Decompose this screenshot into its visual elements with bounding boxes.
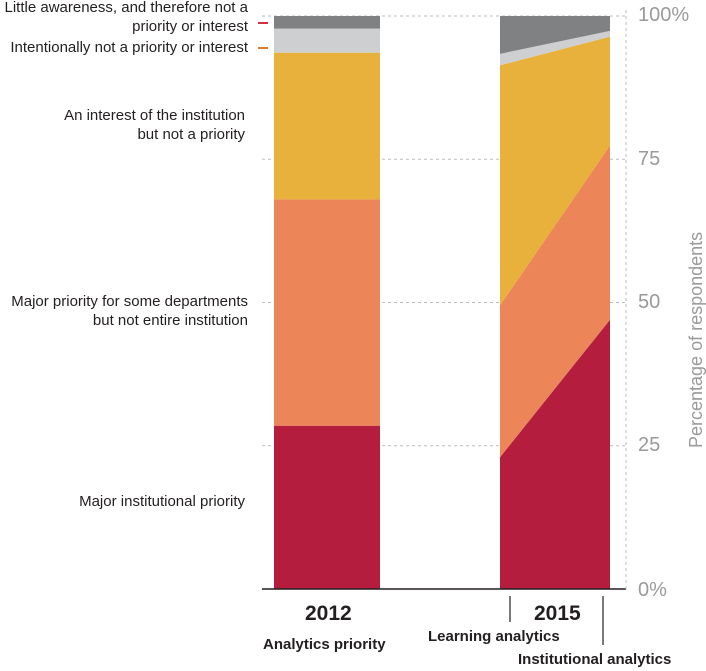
bar-2012-segment-4 — [274, 28, 380, 53]
y-axis-title: Percentage of respondents — [686, 231, 706, 448]
bar-2012-segment-1 — [274, 425, 380, 589]
tick-25: 25 — [638, 434, 661, 456]
year-2015-label: 2015 — [534, 602, 581, 625]
label-intentionally-not: Intentionally not a priority or interest — [10, 39, 248, 56]
bar-2015-segment-2 — [500, 145, 610, 458]
bar-2015-segment-3 — [500, 36, 610, 306]
bar-2015-segment-5 — [500, 16, 610, 54]
tick-100: 100% — [638, 4, 690, 26]
caption-institutional-analytics: Institutional analytics — [518, 651, 672, 668]
bar-2012-segment-5 — [274, 16, 380, 29]
label-major-institutional: Major institutional priority — [79, 493, 245, 510]
label-interest: An interest of the institution but not a… — [64, 107, 245, 143]
label-some-departments: Major priority for some departments but … — [11, 293, 248, 329]
bar-2012-segment-3 — [274, 52, 380, 200]
tick-50: 50 — [638, 291, 661, 313]
tick-0: 0% — [638, 579, 667, 601]
bar-2015-segment-4 — [500, 30, 610, 66]
bar-2015-segment-1 — [500, 319, 610, 589]
label-little-awareness: Little awareness, and therefore not a pr… — [4, 0, 249, 35]
year-2012-label: 2012 — [305, 602, 352, 625]
legend-swatch-intentionally-not — [258, 47, 268, 49]
legend-swatch-little-awareness — [258, 22, 268, 24]
caption-learning-analytics: Learning analytics — [428, 628, 560, 645]
caption-analytics-priority: Analytics priority — [263, 636, 386, 653]
bar-2012-segment-2 — [274, 199, 380, 426]
tick-75: 75 — [638, 148, 661, 170]
